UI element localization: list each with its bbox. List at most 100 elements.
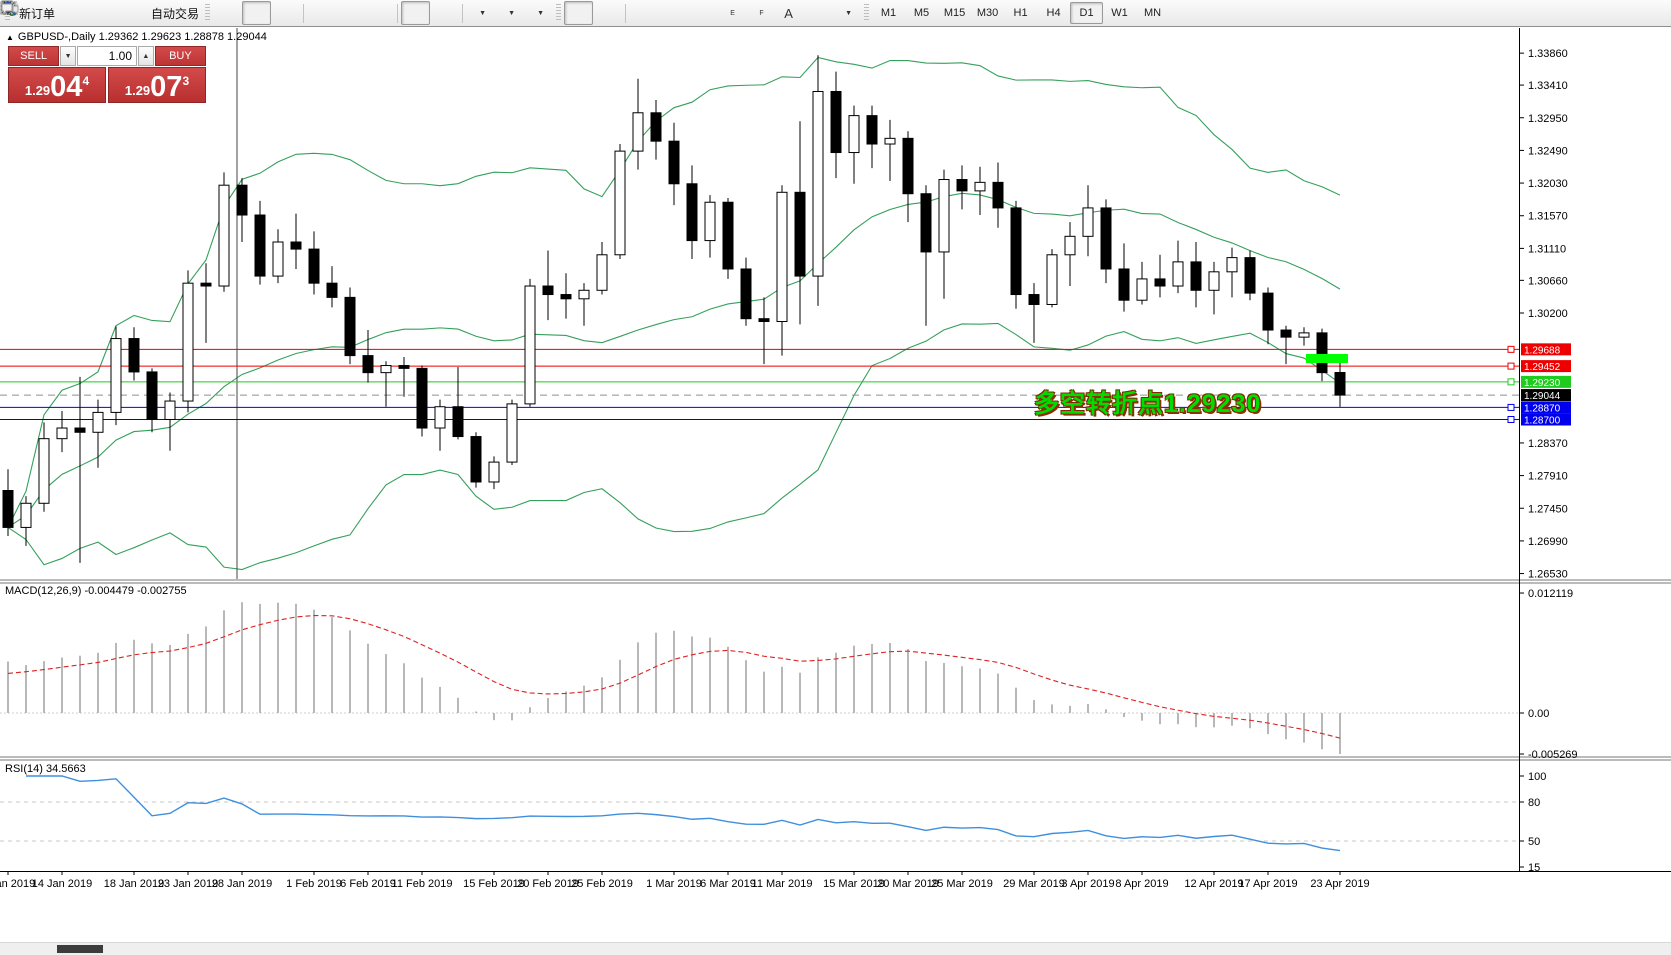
candle bbox=[488, 461, 500, 483]
level-anchor-square bbox=[1507, 345, 1515, 353]
crosshair-button[interactable] bbox=[1, 1, 622, 25]
macd-bar bbox=[799, 672, 801, 713]
candle bbox=[74, 427, 86, 433]
macd-bar bbox=[1159, 713, 1161, 725]
macd-bar bbox=[709, 637, 711, 713]
volume-decrease-button[interactable]: ▼ bbox=[60, 46, 76, 66]
macd-bar bbox=[1033, 700, 1035, 713]
rsi-axis-label: 80 bbox=[1528, 797, 1540, 809]
timeframe-d1-button[interactable]: D1 bbox=[1070, 2, 1104, 24]
macd-bar bbox=[619, 659, 621, 713]
date-label: 23 Jan 2019 bbox=[158, 878, 219, 890]
macd-bar bbox=[241, 602, 243, 713]
date-label: 17 Apr 2019 bbox=[1238, 878, 1297, 890]
horizontal-line-button[interactable] bbox=[2, 1, 687, 25]
indicators-button[interactable]: ▼ bbox=[1, 0, 495, 25]
cursor-button[interactable] bbox=[4, 1, 594, 25]
candle bbox=[956, 179, 968, 192]
horizontal-scrollbar[interactable] bbox=[0, 942, 1671, 955]
autotrading-button[interactable]: 自动交易 bbox=[1, 1, 202, 25]
sell-button[interactable]: SELL bbox=[8, 46, 60, 66]
candle bbox=[308, 248, 320, 284]
volume-increase-button[interactable]: ▲ bbox=[138, 46, 154, 66]
auto-scroll-button[interactable] bbox=[1, 1, 431, 25]
macd-bar bbox=[1231, 713, 1233, 726]
sell-price-point: 4 bbox=[82, 74, 90, 88]
sell-price-box[interactable]: 1.29 04 4 bbox=[8, 67, 106, 103]
candlestick-chart-button[interactable] bbox=[2, 1, 272, 25]
date-label: 11 Feb 2019 bbox=[392, 878, 453, 890]
bar-chart-button[interactable] bbox=[1, 1, 242, 25]
candle bbox=[344, 296, 356, 357]
date-label: 6 Feb 2019 bbox=[340, 878, 396, 890]
timeframe-m1-button[interactable]: M1 bbox=[880, 7, 897, 19]
periods-button[interactable]: ▼ bbox=[1, 1, 524, 25]
fibonacci-button[interactable]: F bbox=[2, 1, 774, 25]
arrows-button[interactable]: ▼ bbox=[3, 1, 861, 25]
timeframe-mn-button[interactable]: MN bbox=[1143, 7, 1162, 19]
templates-button[interactable]: ▼ bbox=[0, 1, 553, 25]
timeframe-m30-button[interactable]: M30 bbox=[976, 7, 999, 19]
candle bbox=[974, 181, 986, 192]
date-label: 8 Apr 2019 bbox=[1115, 878, 1168, 890]
timeframe-w1-button[interactable]: W1 bbox=[1111, 7, 1128, 19]
candle bbox=[434, 406, 446, 429]
vertical-line-button[interactable] bbox=[7, 1, 658, 25]
candle bbox=[920, 193, 932, 253]
candle bbox=[20, 502, 32, 528]
macd-bar bbox=[277, 602, 279, 713]
candle bbox=[1190, 261, 1202, 291]
candle bbox=[1208, 271, 1220, 291]
macd-bar bbox=[1015, 687, 1017, 713]
candle bbox=[1154, 278, 1166, 287]
buy-price-box[interactable]: 1.29 07 3 bbox=[108, 67, 206, 103]
candle bbox=[1226, 257, 1238, 273]
trendline-button[interactable] bbox=[1, 1, 716, 25]
level-anchor-square bbox=[1507, 416, 1515, 423]
rsi-line bbox=[25, 775, 1341, 852]
price-tick-label: 1.32490 bbox=[1528, 145, 1568, 157]
market-watch-button[interactable] bbox=[1, 1, 87, 25]
timeframe-h1-button[interactable]: H1 bbox=[1013, 7, 1028, 19]
price-tick-label: 1.28370 bbox=[1528, 438, 1568, 450]
line-chart-button[interactable] bbox=[0, 1, 300, 25]
text-label-button[interactable]: T bbox=[0, 1, 832, 25]
macd-panel bbox=[0, 602, 1519, 754]
horizontal-levels bbox=[0, 345, 1519, 423]
date-label: 3 Apr 2019 bbox=[1061, 878, 1114, 890]
timeframe-m5-button[interactable]: M5 bbox=[913, 7, 930, 19]
rsi-axis-label: 100 bbox=[1528, 771, 1546, 783]
macd-bar bbox=[1213, 713, 1215, 728]
text-button[interactable]: A bbox=[774, 1, 803, 25]
candle bbox=[452, 406, 464, 438]
toolbar-separator bbox=[625, 3, 627, 23]
candle bbox=[290, 241, 302, 250]
tile-windows-button[interactable] bbox=[0, 1, 394, 25]
macd-bar bbox=[151, 643, 153, 713]
macd-bar bbox=[601, 677, 603, 713]
buy-button[interactable]: BUY bbox=[154, 46, 206, 66]
signals-button[interactable] bbox=[1, 1, 145, 25]
data-window-button[interactable] bbox=[1, 1, 116, 25]
timeframe-h4-button[interactable]: H4 bbox=[1046, 7, 1061, 19]
scrollbar-thumb[interactable] bbox=[57, 945, 103, 953]
zoom-in-button[interactable] bbox=[2, 1, 336, 25]
candle bbox=[416, 367, 428, 429]
macd-bar bbox=[961, 666, 963, 713]
chart-shift-button[interactable] bbox=[1, 1, 459, 25]
volume-input[interactable] bbox=[77, 46, 137, 66]
price-tick-label: 1.27450 bbox=[1528, 503, 1568, 515]
candle bbox=[1100, 207, 1112, 270]
candle bbox=[110, 338, 122, 413]
panel-collapse-icon[interactable]: ▲ bbox=[6, 33, 14, 42]
price-tag-1.28700 bbox=[1521, 413, 1571, 426]
macd-axis-label: 0.012119 bbox=[1528, 588, 1573, 600]
date-label: 11 Mar 2019 bbox=[752, 878, 813, 890]
macd-bar bbox=[1123, 713, 1125, 718]
candle bbox=[578, 289, 590, 300]
zoom-out-button[interactable] bbox=[2, 1, 365, 25]
price-tick-label: 1.30660 bbox=[1528, 275, 1568, 287]
timeframe-m15-button[interactable]: M15 bbox=[943, 7, 966, 19]
equidistant-channel-button[interactable]: E bbox=[0, 1, 745, 25]
